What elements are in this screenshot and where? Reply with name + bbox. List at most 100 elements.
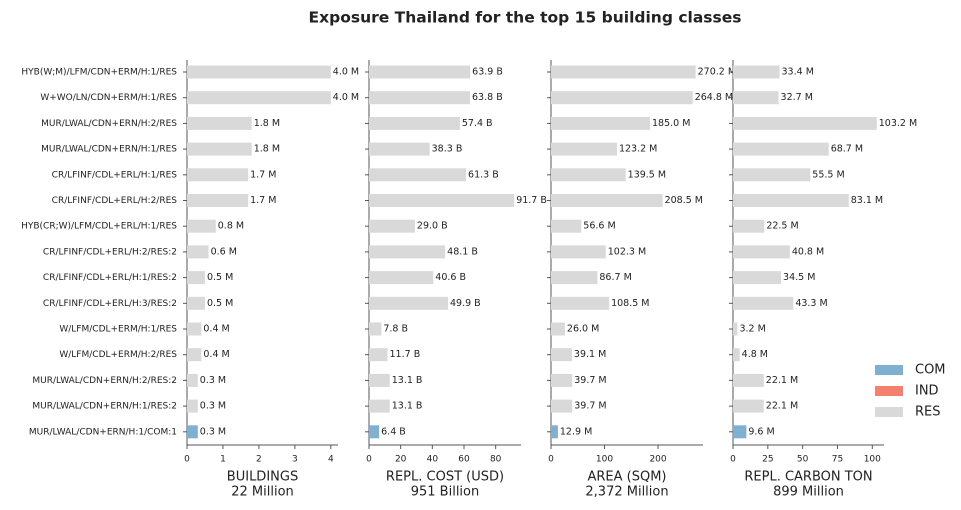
value-label: 22.1 M <box>766 401 798 412</box>
value-label: 22.5 M <box>766 221 798 232</box>
value-label: 4.8 M <box>742 349 768 360</box>
bar <box>551 116 651 130</box>
x-tick-label: 2 <box>256 455 262 465</box>
value-label: 0.3 M <box>200 426 226 437</box>
bar <box>551 91 693 105</box>
legend-label: RES <box>915 405 941 420</box>
bar <box>187 65 331 79</box>
bar <box>369 322 382 336</box>
value-label: 1.8 M <box>254 118 280 129</box>
value-label: 7.8 B <box>383 324 408 335</box>
category-label: CR/LFINF/CDL+ERL/H:1/RES <box>52 170 178 180</box>
value-label: 86.7 M <box>599 272 631 283</box>
value-label: 4.0 M <box>333 67 359 78</box>
bar <box>733 194 849 207</box>
category-label: HYB(W;M)/LFM/CDN+ERM/H:1/RES <box>21 68 177 78</box>
value-label: 61.3 B <box>468 169 499 180</box>
x-tick-label: 4 <box>328 455 334 465</box>
value-label: 34.5 M <box>783 272 815 283</box>
bar <box>551 425 558 439</box>
value-label: 139.5 M <box>628 169 666 180</box>
value-label: 68.7 M <box>831 144 863 155</box>
bar <box>733 296 794 310</box>
bar <box>551 245 606 259</box>
bar <box>187 322 202 336</box>
value-label: 0.4 M <box>203 349 229 360</box>
bar <box>733 91 779 105</box>
value-label: 63.8 B <box>472 92 503 103</box>
legend-swatch <box>875 365 903 375</box>
category-label: MUR/LWAL/CDN+ERN/H:2/RES <box>41 119 177 129</box>
category-label: CR/LFINF/CDL+ERL/H:1/RES:2 <box>43 273 177 283</box>
category-label: MUR/LWAL/CDN+ERN/H:2/RES:2 <box>32 376 177 386</box>
bar <box>187 425 198 439</box>
value-label: 3.2 M <box>739 324 765 335</box>
x-tick-label: 200 <box>649 455 666 465</box>
value-label: 0.8 M <box>218 221 244 232</box>
bar <box>551 296 610 310</box>
value-label: 1.7 M <box>250 195 276 206</box>
value-label: 40.6 B <box>435 272 466 283</box>
bar <box>187 116 252 130</box>
bar <box>187 142 252 156</box>
legend-swatch <box>875 407 903 417</box>
value-label: 38.3 B <box>432 144 463 155</box>
category-label: W/LFM/CDL+ERM/H:1/RES <box>59 325 177 335</box>
value-label: 63.9 B <box>472 67 503 78</box>
bar <box>551 194 663 207</box>
category-label: W/LFM/CDL+ERM/H:2/RES <box>59 350 177 360</box>
x-axis-label: 22 Million <box>231 485 294 500</box>
legend-label: IND <box>915 384 939 399</box>
bar <box>551 399 573 413</box>
x-axis-label: 951 Billion <box>411 485 480 500</box>
bar <box>369 271 434 285</box>
value-label: 1.8 M <box>254 144 280 155</box>
x-tick-label: 80 <box>490 455 502 465</box>
bar <box>369 168 467 182</box>
x-axis-label: AREA (SQM) <box>587 470 666 485</box>
category-label: CR/LFINF/CDL+ERL/H:2/RES <box>52 196 178 206</box>
value-label: 11.7 B <box>390 349 421 360</box>
value-label: 1.7 M <box>250 169 276 180</box>
value-label: 83.1 M <box>851 195 883 206</box>
x-tick-label: 20 <box>395 455 407 465</box>
x-tick-label: 100 <box>596 455 613 465</box>
value-label: 0.3 M <box>200 375 226 386</box>
value-label: 49.9 B <box>450 298 481 309</box>
x-axis-label: 2,372 Million <box>585 485 668 500</box>
bar <box>551 373 573 387</box>
value-label: 264.8 M <box>695 92 733 103</box>
chart-title: Exposure Thailand for the top 15 buildin… <box>309 9 742 27</box>
legend-label: COM <box>915 363 946 378</box>
bar <box>187 194 249 207</box>
category-label: MUR/LWAL/CDN+ERN/H:1/RES <box>41 145 177 155</box>
x-tick-label: 75 <box>832 455 843 465</box>
x-tick-label: 60 <box>458 455 470 465</box>
bar <box>187 168 249 182</box>
x-axis-label: REPL. COST (USD) <box>386 470 504 485</box>
category-label: CR/LFINF/CDL+ERL/H:2/RES:2 <box>43 247 177 257</box>
x-axis-label: BUILDINGS <box>227 470 298 485</box>
value-label: 39.7 M <box>574 375 606 386</box>
bar <box>733 245 790 259</box>
value-label: 29.0 B <box>417 221 448 232</box>
value-label: 13.1 B <box>392 401 423 412</box>
bar <box>369 399 390 413</box>
x-tick-label: 3 <box>292 455 298 465</box>
value-label: 32.7 M <box>781 92 813 103</box>
bar <box>733 373 764 387</box>
x-tick-label: 50 <box>797 455 809 465</box>
value-label: 91.7 B <box>516 195 547 206</box>
bar <box>551 168 626 182</box>
x-tick-label: 0 <box>184 455 190 465</box>
x-tick-label: 0 <box>366 455 372 465</box>
bar <box>369 116 460 130</box>
value-label: 123.2 M <box>619 144 657 155</box>
legend-swatch <box>875 386 903 396</box>
bar <box>187 219 216 233</box>
bar <box>733 322 738 336</box>
x-tick-label: 1 <box>220 455 226 465</box>
bar <box>733 271 782 285</box>
